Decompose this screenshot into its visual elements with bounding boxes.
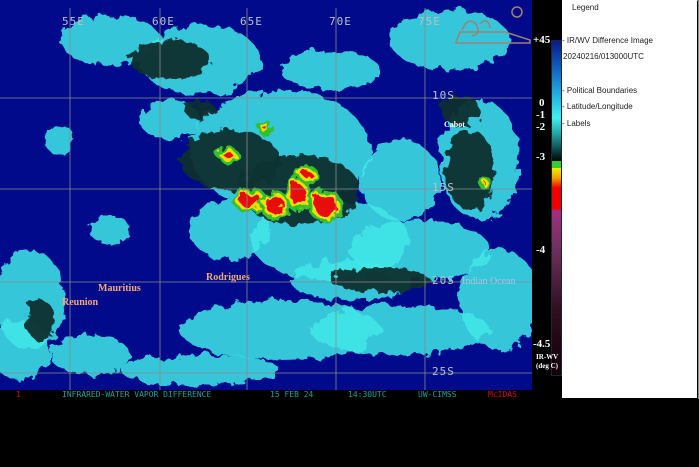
status-bar: 1 INFRARED-WATER VAPOR DIFFERENCE 15 FEB…	[0, 390, 532, 399]
colorbar-tick: 0	[539, 97, 545, 109]
lat-label-15s: 15S	[432, 181, 455, 194]
colorbar-unit: IR-WV	[536, 353, 559, 361]
legend-item-label: Political Boundaries	[566, 86, 638, 95]
cold-cloud-top	[185, 100, 215, 120]
convection-red	[291, 184, 305, 206]
lon-label-70e: 70E	[329, 15, 352, 28]
lat-label-25s: 25S	[432, 365, 455, 378]
colorbar	[551, 40, 562, 376]
cloud	[50, 335, 130, 375]
lat-label-20s: 20S	[432, 274, 455, 287]
lon-label-65e: 65E	[240, 15, 263, 28]
system-name: McIDAS	[488, 390, 517, 399]
legend-item-political-boundaries[interactable]: - Political Boundaries	[562, 86, 638, 95]
place-label-mauritius: Mauritius	[98, 283, 141, 294]
lon-label-55e: 55E	[62, 15, 85, 28]
colorbar-tick: -3	[536, 151, 546, 163]
place-label-reunion: Reunion	[62, 297, 99, 308]
cold-cloud-top	[445, 130, 495, 210]
colorbar-tick: -1	[536, 109, 546, 121]
place-label-rodrigues: Rodrigues	[206, 272, 250, 283]
place-label-cabot: Cabot	[444, 120, 465, 129]
convection-red	[239, 193, 261, 207]
convection-red	[266, 196, 284, 214]
place-label-indian-ocean: Indian Ocean	[462, 276, 516, 287]
lon-label-75e: 75E	[418, 15, 441, 28]
legend-item-labels[interactable]: - Labels	[562, 119, 591, 128]
cold-cloud-top	[330, 268, 430, 292]
cloud	[90, 215, 130, 245]
bottom-blank-area	[0, 399, 699, 467]
legend-panel: Legend - IR/WV Difference Image 20240216…	[562, 0, 697, 398]
image-source: UW-CIMSS	[418, 390, 457, 399]
colorbar-tick: -2	[536, 121, 546, 133]
product-name: INFRARED-WATER VAPOR DIFFERENCE	[62, 390, 212, 399]
lat-label-10s: 10S	[432, 89, 455, 102]
image-date: 15 FEB 24	[270, 390, 314, 399]
cold-cloud-top	[25, 300, 55, 340]
colorbar-unit: (deg C)	[536, 362, 558, 370]
cloud	[280, 50, 380, 90]
legend-item-label: Labels	[566, 119, 591, 128]
legend-item-label: IR/WV Difference Image	[566, 36, 653, 45]
cloud-layer	[0, 10, 532, 385]
cold-cloud-top	[130, 40, 210, 80]
lon-label-60e: 60E	[152, 15, 175, 28]
image-time: 14:30UTC	[348, 390, 387, 399]
colorbar-tick: +45	[533, 34, 551, 46]
cloud	[190, 200, 270, 260]
convection-red	[223, 153, 233, 157]
cloud	[390, 10, 510, 70]
colorbar-tick: -4.5	[533, 338, 551, 350]
frame-number: 1	[16, 390, 21, 399]
legend-item-lat-lon[interactable]: - Latitude/Longitude	[562, 102, 633, 111]
legend-item-ir-wv[interactable]: - IR/WV Difference Image	[562, 36, 653, 45]
cloud	[310, 305, 490, 355]
legend-title: Legend	[572, 3, 599, 12]
lat-lon-grid	[0, 8, 532, 390]
convection-red	[484, 182, 486, 184]
satellite-map	[0, 0, 532, 390]
convection-red	[303, 172, 313, 178]
legend-item-label: Latitude/Longitude	[566, 102, 633, 111]
legend-timestamp: 20240216/013000UTC	[563, 52, 644, 61]
cold-cloud-top	[440, 95, 480, 125]
convection-red	[263, 127, 267, 129]
colorbar-tick: -4	[536, 244, 546, 256]
cimss-logo	[455, 6, 531, 44]
cloud	[360, 140, 440, 220]
cloud	[45, 125, 75, 155]
cloud	[120, 355, 280, 385]
convection-red	[314, 194, 336, 216]
convection-layer	[217, 121, 492, 222]
